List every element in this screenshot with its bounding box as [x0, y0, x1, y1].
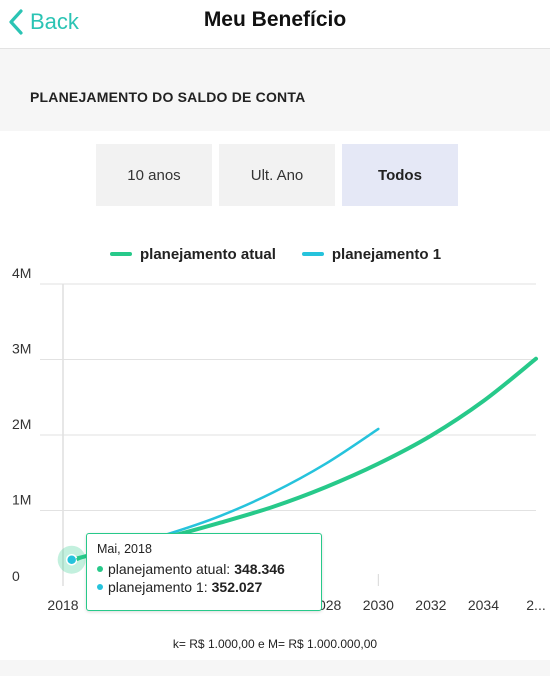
- series-lines: [69, 356, 538, 562]
- x-tick-label: 2018: [47, 597, 78, 613]
- y-tick-label: 3M: [12, 341, 31, 357]
- legend-item-atual[interactable]: planejamento atual: [110, 246, 276, 263]
- legend-item-plan1[interactable]: planejamento 1: [301, 245, 442, 263]
- tooltip-row-atual: planejamento atual: 348.346: [97, 561, 311, 577]
- legend-label-plan1: planejamento 1: [331, 245, 442, 263]
- x-tick-label: 2032: [415, 597, 446, 613]
- x-tick-label: 2030: [363, 597, 394, 613]
- tab-10-anos[interactable]: 10 anos: [96, 144, 212, 206]
- y-tick-label: 4M: [12, 265, 31, 281]
- y-tick-label: 2M: [12, 416, 31, 432]
- y-axis-ticks: 0 1M 2M 3M 4M: [12, 265, 31, 584]
- scale-footnote: k= R$ 1.000,00 e M= R$ 1.000.000,00: [172, 637, 378, 651]
- tooltip-dot-plan1: [97, 584, 103, 590]
- back-label: Back: [30, 9, 79, 34]
- y-tick-label: 0: [12, 568, 20, 584]
- y-tick-label: 1M: [12, 492, 31, 508]
- legend-label-atual: planejamento atual: [140, 245, 276, 263]
- chart-grid: [40, 283, 536, 586]
- tooltip-row-plan1: planejamento 1: 352.027: [97, 579, 311, 595]
- top-bar: Back Meu Benefício: [0, 0, 550, 49]
- bottom-bar: [0, 660, 550, 676]
- chevron-left-icon: [8, 8, 24, 36]
- series-line-atual: [69, 356, 538, 562]
- tooltip-label-atual: planejamento atual:: [108, 561, 231, 577]
- tab-ult-ano[interactable]: Ult. Ano: [219, 144, 335, 206]
- tooltip-connector: [76, 554, 87, 562]
- tooltip-date: Mai, 2018: [97, 542, 152, 556]
- tab-todos[interactable]: Todos: [342, 144, 458, 206]
- x-tick-label: 2034: [468, 597, 499, 613]
- x-tick-label: 2...: [526, 597, 545, 613]
- section-title: PLANEJAMENTO DO SALDO DE CONTA: [30, 89, 306, 105]
- tooltip-label-plan1: planejamento 1:: [108, 579, 208, 595]
- hover-point: [65, 553, 78, 566]
- hover-marker: [57, 545, 87, 574]
- tooltip-value-atual: 348.346: [234, 561, 285, 577]
- legend-swatch-atual: [110, 252, 132, 256]
- section-header: PLANEJAMENTO DO SALDO DE CONTA: [0, 49, 550, 131]
- chart-tooltip: Mai, 2018 planejamento atual: 348.346 pl…: [86, 533, 322, 611]
- chart-legend: planejamento atual planejamento 1: [110, 244, 467, 264]
- page-title: Meu Benefício: [203, 8, 347, 31]
- legend-swatch-plan1: [301, 252, 324, 256]
- tooltip-dot-atual: [97, 566, 103, 572]
- tooltip-value-plan1: 352.027: [211, 579, 263, 595]
- back-button[interactable]: Back: [8, 6, 79, 38]
